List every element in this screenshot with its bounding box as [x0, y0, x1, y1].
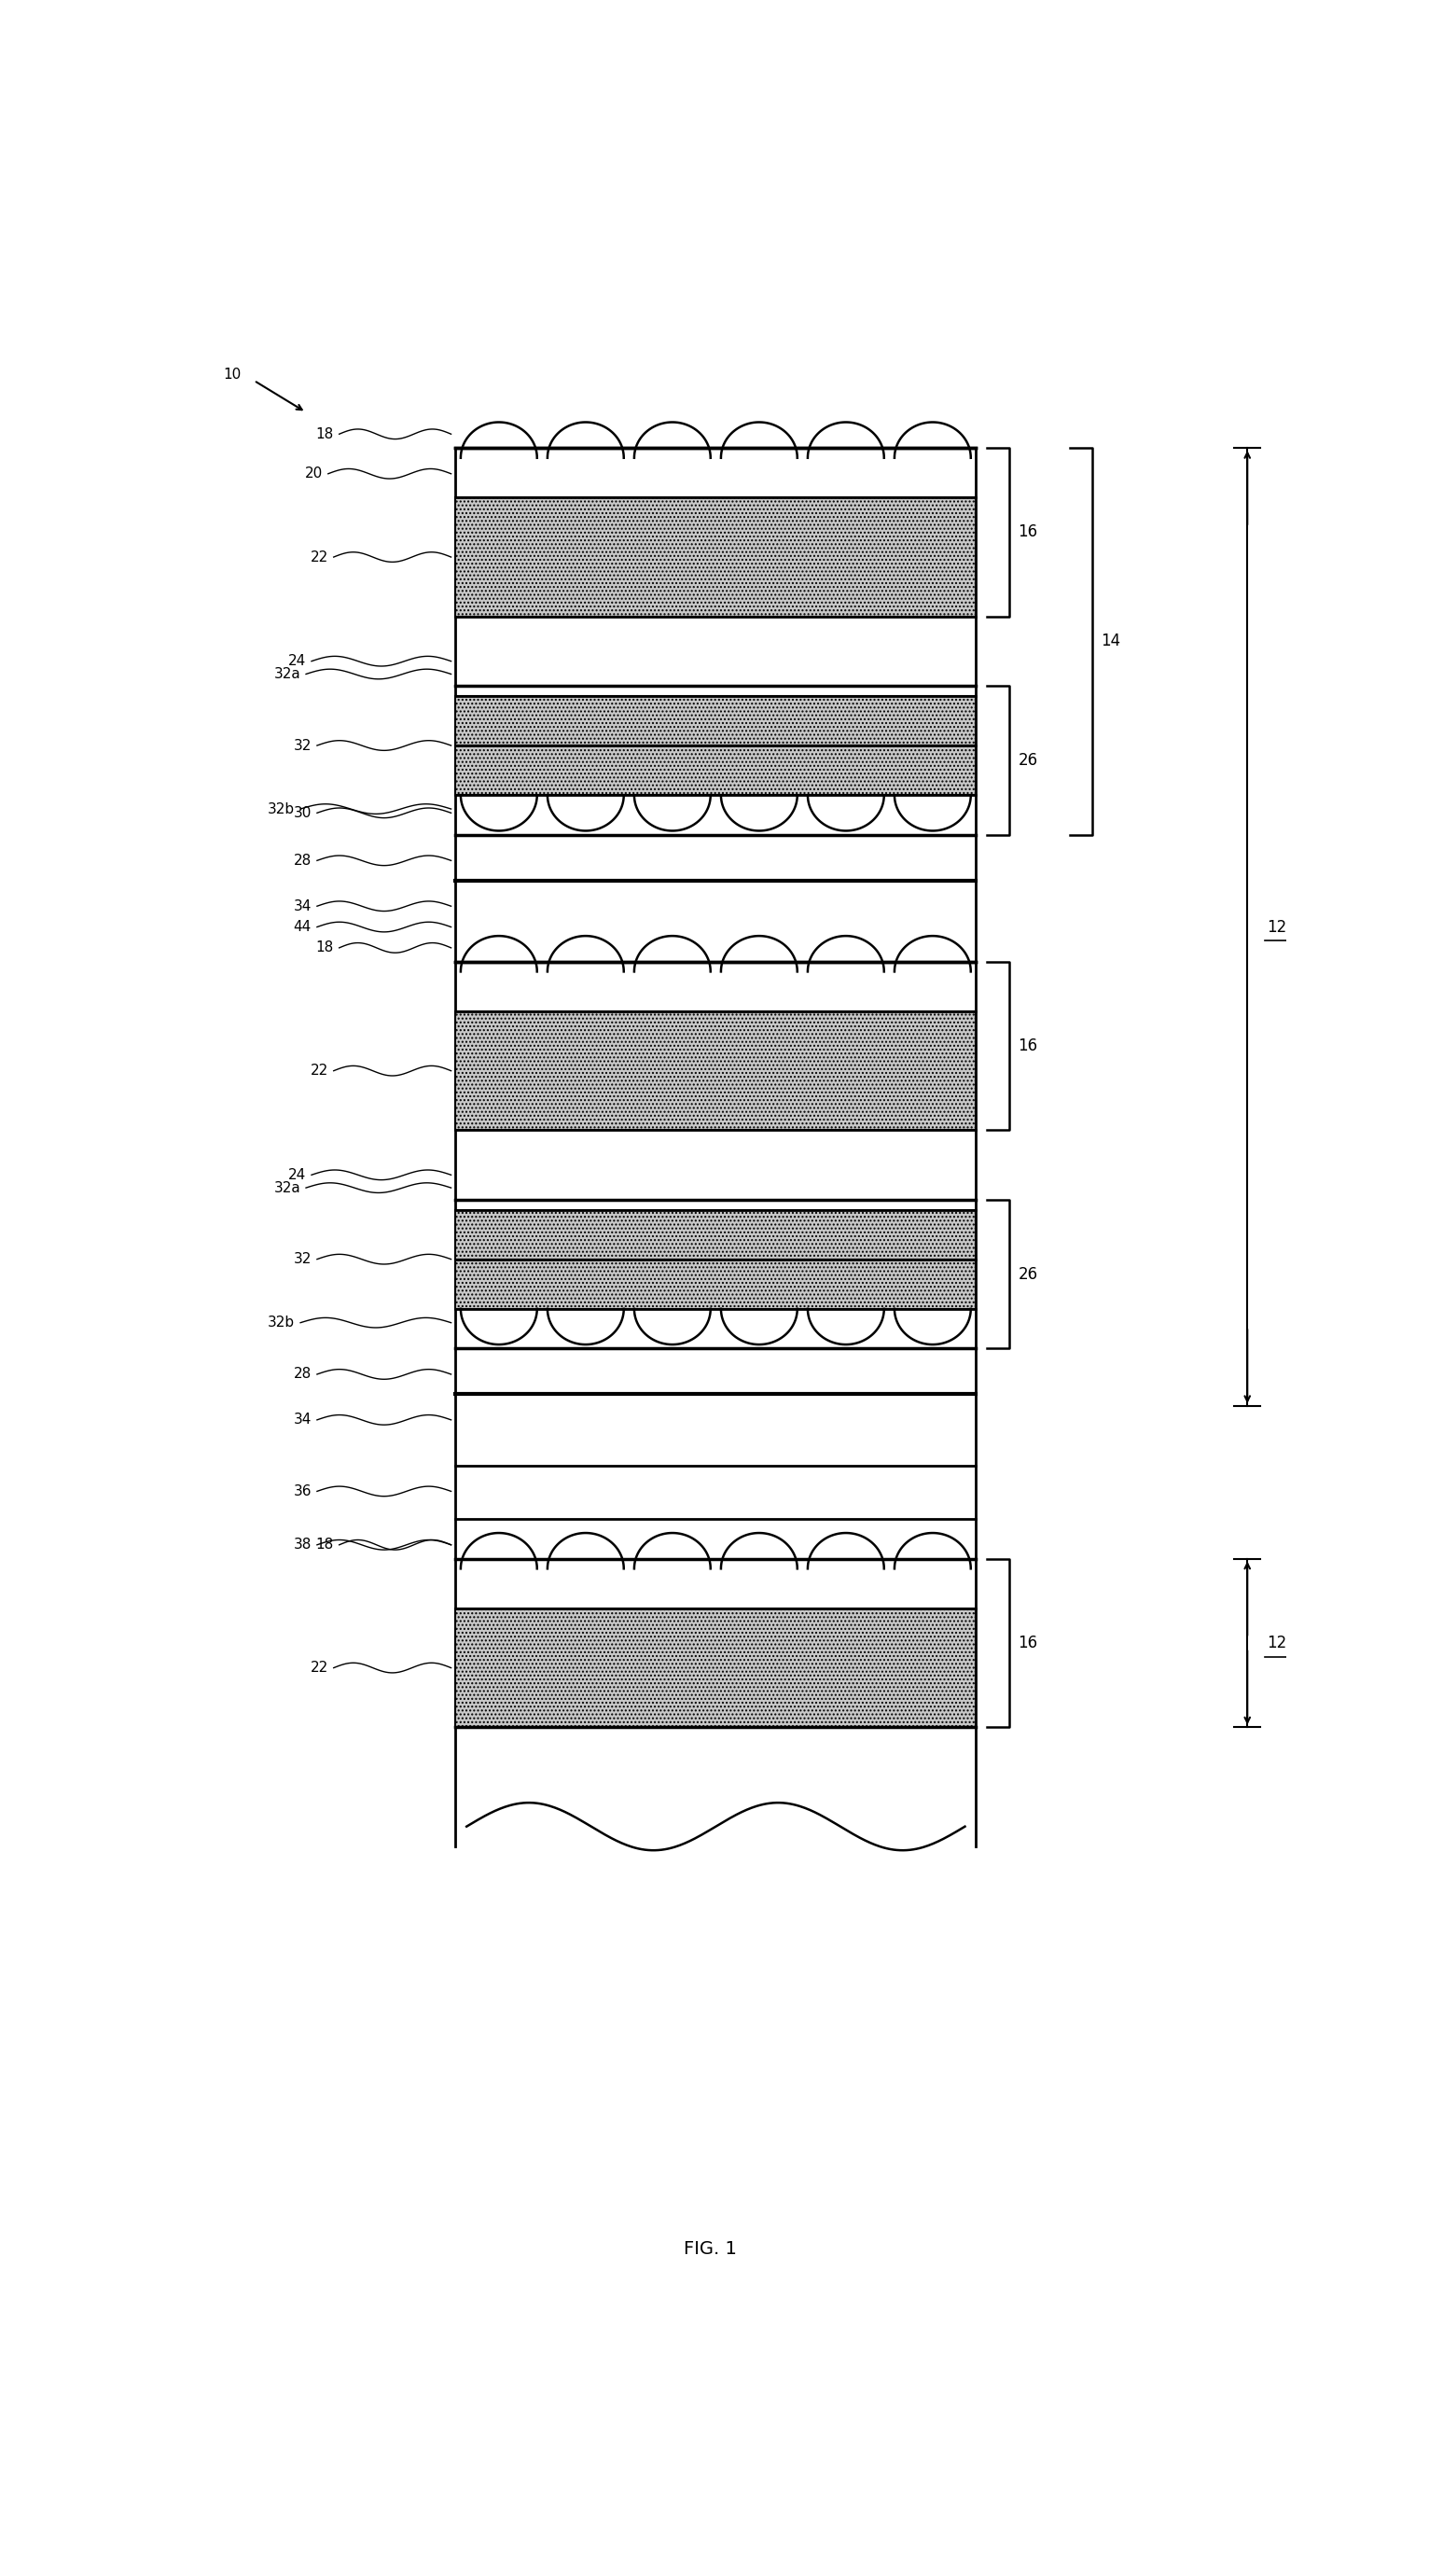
Text: 22: 22	[310, 551, 329, 564]
Text: 14: 14	[1102, 634, 1120, 649]
Text: 32b: 32b	[267, 801, 294, 817]
Text: 22: 22	[310, 1064, 329, 1077]
Bar	[456, 1211, 976, 1260]
Bar	[456, 497, 976, 616]
Text: 32a: 32a	[273, 667, 300, 680]
Text: 30: 30	[293, 806, 312, 819]
Text: 18: 18	[316, 428, 333, 440]
Text: 38: 38	[293, 1538, 312, 1551]
Text: 24: 24	[289, 1167, 306, 1182]
Text: 24: 24	[289, 654, 306, 667]
Bar	[456, 616, 976, 685]
Text: 20: 20	[304, 466, 323, 482]
Text: 16: 16	[1017, 1038, 1037, 1054]
Bar	[456, 1607, 976, 1728]
Bar	[456, 696, 976, 744]
Text: 34: 34	[293, 899, 312, 912]
Bar	[456, 744, 976, 796]
Text: 16: 16	[1017, 1636, 1037, 1651]
Text: 28: 28	[293, 1368, 312, 1381]
Text: 34: 34	[293, 1412, 312, 1427]
Bar	[456, 1260, 976, 1309]
Text: 18: 18	[316, 1538, 333, 1551]
Text: FIG. 1: FIG. 1	[683, 2241, 737, 2259]
Text: 28: 28	[293, 853, 312, 868]
Text: 12: 12	[1268, 920, 1288, 935]
Text: 36: 36	[293, 1484, 312, 1499]
Text: 32: 32	[293, 739, 312, 752]
Text: 22: 22	[310, 1662, 329, 1674]
Text: 16: 16	[1017, 523, 1037, 541]
Text: 10: 10	[223, 368, 242, 381]
Text: 32: 32	[293, 1252, 312, 1267]
Text: 18: 18	[316, 940, 333, 956]
Text: 32b: 32b	[267, 1316, 294, 1329]
Text: 26: 26	[1017, 1265, 1037, 1283]
Text: 32a: 32a	[273, 1180, 300, 1195]
Bar	[456, 1131, 976, 1200]
Bar	[456, 1012, 976, 1131]
Text: 12: 12	[1268, 1636, 1288, 1651]
Text: 44: 44	[293, 920, 312, 935]
Text: 26: 26	[1017, 752, 1037, 768]
